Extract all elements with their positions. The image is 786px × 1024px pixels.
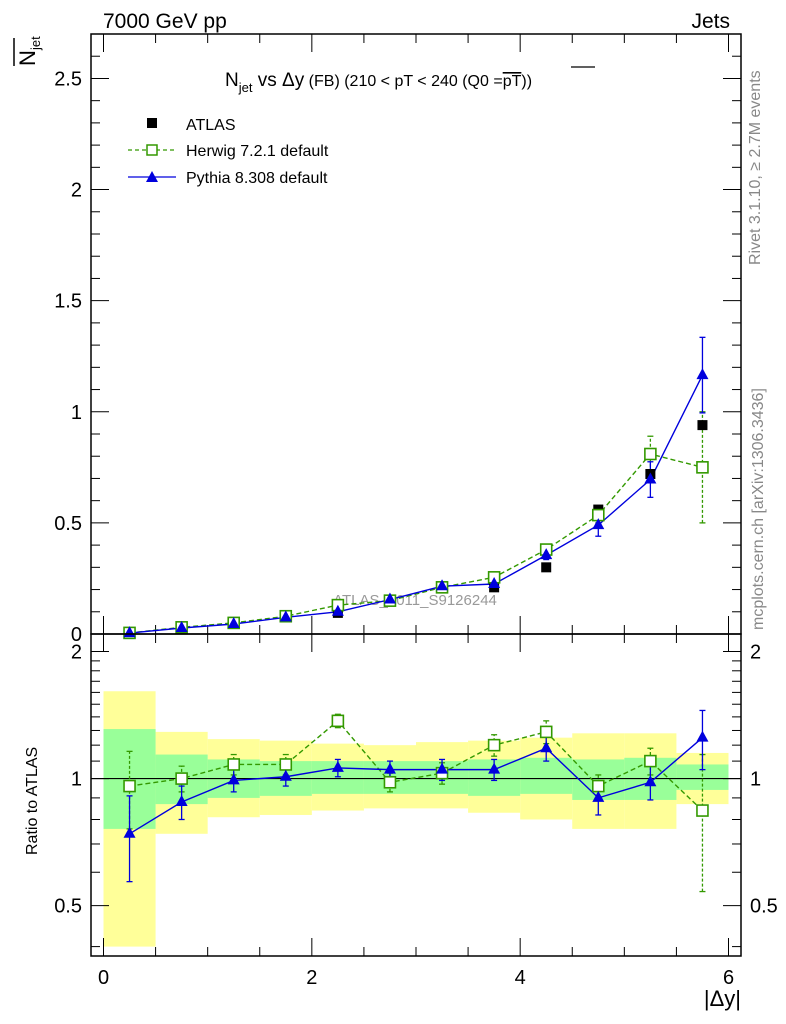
legend-item-herwig: Herwig 7.2.1 default [128,143,329,160]
y-axis-label-sub: jet [28,36,43,51]
pythia-point [436,579,449,591]
herwig-ratio-point [487,738,501,752]
pythia-point [279,610,292,622]
legend-label-pythia: Pythia 8.308 default [186,170,328,187]
pythia-point [644,472,657,484]
x-tick-label: 4 [515,967,526,989]
atlas-point [697,420,708,431]
pythia-ratio-point [175,795,188,807]
pythia-point [592,518,605,530]
pythia-point [331,604,344,616]
y-axis-label-main: N [15,50,40,66]
pythia-point [383,592,396,604]
pythia-ratio-point [644,775,657,787]
legend-item-pythia: Pythia 8.308 default [128,170,328,187]
ratio-y-tick-label-right: 1 [750,769,761,791]
ratio-frame [90,633,742,957]
header-right: Jets [691,10,730,33]
herwig-ratio-point [123,779,136,793]
y-tick-label: 1 [71,402,82,424]
herwig-ratio-point [175,772,188,785]
herwig-ratio-point [279,758,293,771]
pythia-ratio-point [383,762,396,774]
herwig-line [129,453,703,634]
legend-item-atlas: ATLAS [147,117,236,134]
x-tick-label: 6 [723,967,734,989]
ratio-y-label: Ratio to ATLAS [24,747,41,855]
y-tick-label: 2 [71,180,82,202]
x-tick-label: 0 [98,967,109,989]
pythia-ratio-point [331,760,344,772]
legend-label-herwig: Herwig 7.2.1 default [186,143,329,160]
herwig-ratio-point [331,714,345,728]
side-text-bottom: mcplots.cern.ch [arXiv:1306.3436] [750,388,767,630]
herwig-ratio-point [591,779,605,793]
legend: ATLAS Herwig 7.2.1 default Pythia 8.308 … [128,117,329,187]
ratio-panel: 0 2 4 6 0.5 0.5 1 1 2 2 [54,633,778,989]
herwig-ratio-point [696,804,709,817]
band-inner-bin [520,757,573,794]
herwig-ratio-point [383,775,397,789]
ratio-y-tick-label: 2 [71,641,82,663]
x-tick-label: 2 [306,967,317,989]
main-panel: 0 0.5 1 1.5 2 2.5 [54,33,742,646]
ratio-y-tick-label: 0.5 [54,896,82,918]
ratio-y-tick-label-right: 2 [750,641,761,663]
herwig-ratio-point [227,758,241,771]
y-tick-label: 1.5 [54,291,82,313]
x-axis-label: |Δy| [704,986,741,1011]
herwig-ratio-point [644,754,657,768]
pythia-point [175,621,188,632]
pythia-point [488,577,501,588]
y-tick-label: 0 [71,624,82,646]
herwig-point [644,447,657,461]
pythia-ratio-point [592,790,605,802]
pythia-line [129,374,704,634]
atlas-point [541,562,552,573]
y-tick-label: 2.5 [54,68,82,90]
pythia-ratio-line [129,737,703,835]
ratio-y-tick-label: 1 [71,769,82,791]
herwig-ratio-point [539,725,553,739]
watermark: ATLAS_2011_S9126244 [333,592,497,609]
legend-marker-atlas [147,118,157,128]
y-tick-label: 0.5 [54,513,82,535]
pythia-ratio-point [279,769,292,781]
pythia-ratio-point [540,741,553,753]
herwig-ratio-line [129,719,703,812]
legend-marker-pythia [146,171,158,182]
y-axis-label: N jet [13,36,43,66]
pythia-ratio-point [227,773,240,785]
pythia-ratio-point [123,826,136,838]
side-text-top: Rivet 3.1.10, ≥ 2.7M events [747,70,764,265]
pythia-point [227,617,240,628]
legend-marker-herwig [146,144,158,156]
legend-label-atlas: ATLAS [186,117,236,134]
pythia-ratio-point [696,730,709,742]
herwig-point [696,461,709,474]
header-left: 7000 GeV pp [103,10,227,33]
pythia-ratio-point [488,762,501,774]
pythia-point [540,548,553,560]
ratio-y-tick-label-right: 0.5 [750,896,778,918]
pythia-point [696,368,709,380]
plot-title: Njet vs Δy (FB) (210 < pT < 240 (Q0 =pT)… [225,70,532,95]
pythia-ratio-point [436,762,449,774]
